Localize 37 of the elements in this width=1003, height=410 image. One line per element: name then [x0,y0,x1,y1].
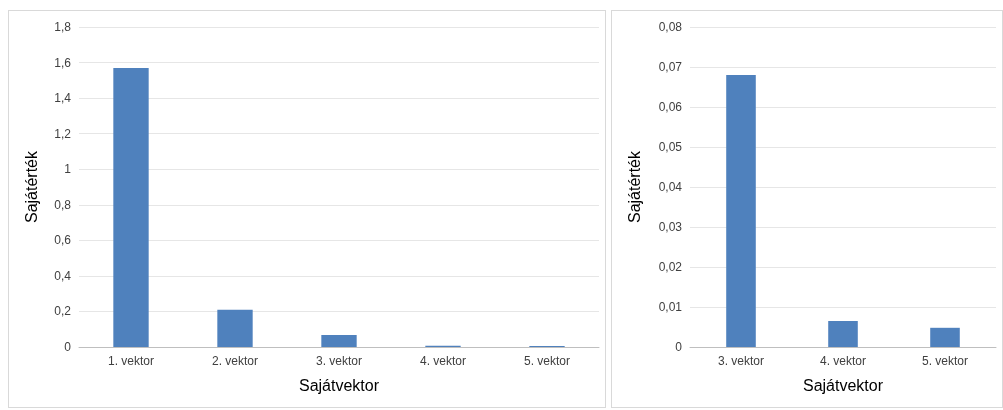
y-tick-label: 0,02 [658,260,683,274]
x-tick-label: 4. vektor [819,354,867,368]
y-tick-label: 0,01 [658,300,683,314]
y-tick-label: 0,6 [54,233,72,248]
y-tick-label: 1,6 [54,55,72,70]
x-tick-label: 3. vektor [717,354,765,368]
y-tick-label: 0 [675,340,683,354]
bar [828,321,858,347]
y-tick-label: 0,05 [658,140,683,154]
y-axis-title: Sajátérték [22,149,40,224]
y-tick-label: 0,8 [54,197,72,212]
y-tick-label: 0,4 [54,268,72,283]
x-tick-label: 3. vektor [315,354,363,368]
bar [321,334,357,347]
y-tick-label: 0,06 [658,100,683,114]
y-axis-title: Sajátérték [625,149,643,224]
bar [930,327,960,347]
y-tick-label: 1,2 [54,126,72,141]
y-tick-label: 0,07 [658,60,683,74]
bar [113,67,149,347]
y-tick-label: 1,4 [54,91,72,106]
y-tick-label: 0,2 [54,304,72,319]
bar [726,75,756,347]
y-tick-label: 0 [64,340,72,354]
x-axis-title: Sajátvektor [802,376,884,394]
x-tick-label: 4. vektor [419,354,467,368]
y-tick-label: 0,03 [658,220,683,234]
bar [217,309,253,347]
x-tick-label: 5. vektor [523,354,571,368]
y-tick-label: 1 [64,162,72,177]
y-tick-label: 0,08 [658,20,683,34]
y-tick-label: 0,04 [658,180,683,194]
y-tick-label: 1,8 [54,20,72,34]
x-tick-label: 2. vektor [211,354,259,368]
x-axis-title: Sajátvektor [298,376,380,394]
x-tick-label: 5. vektor [921,354,969,368]
x-tick-label: 1. vektor [107,354,155,368]
